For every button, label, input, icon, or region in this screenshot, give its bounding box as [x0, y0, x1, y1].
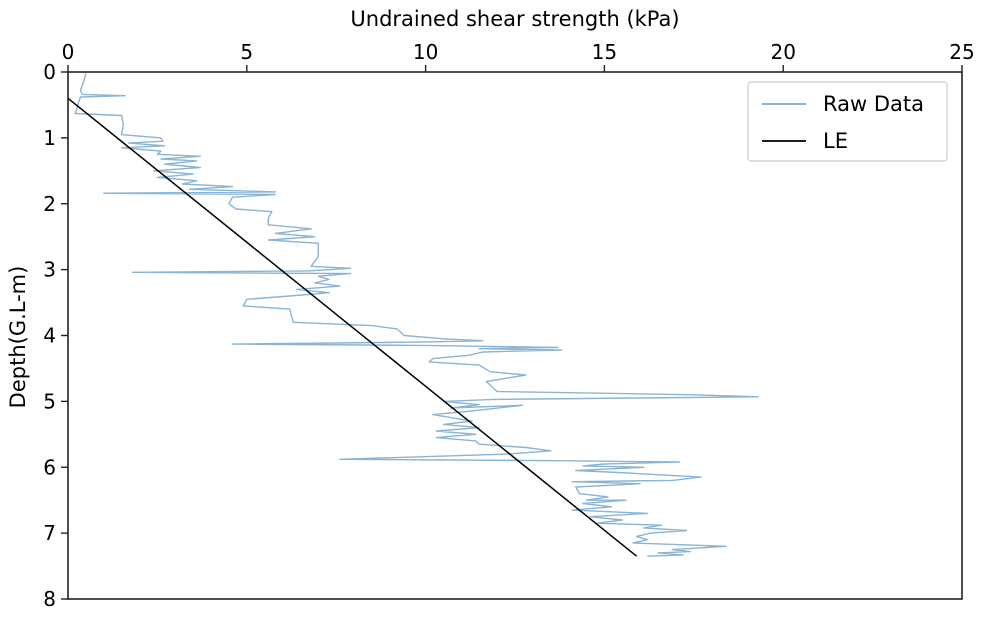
y-axis-title: Depth(G.L-m)	[6, 266, 30, 409]
x-tick-label-4: 20	[770, 40, 795, 64]
y-axis-ticks: 0 1 2 3 4 5 6 7 8	[43, 60, 68, 611]
y-tick-label-7: 7	[43, 521, 56, 545]
legend-label-le: LE	[823, 129, 848, 153]
plot-area	[67, 73, 759, 557]
series-line-le	[67, 97, 638, 557]
y-tick-label-6: 6	[43, 455, 56, 479]
y-tick-label-1: 1	[43, 126, 56, 150]
series-line-raw-data	[74, 73, 759, 557]
legend: Raw Data LE	[747, 81, 948, 162]
y-tick-label-4: 4	[43, 324, 56, 348]
x-tick-label-1: 5	[240, 40, 253, 64]
x-axis-ticks: 0 5 10 15 20 25	[62, 40, 975, 72]
y-tick-label-3: 3	[43, 258, 56, 282]
x-axis-title: Undrained shear strength (kPa)	[350, 7, 679, 31]
x-tick-label-5: 25	[949, 40, 974, 64]
y-tick-label-8: 8	[43, 587, 56, 611]
x-tick-label-0: 0	[62, 40, 75, 64]
x-tick-label-3: 15	[592, 40, 617, 64]
y-tick-label-5: 5	[43, 389, 56, 413]
plot-frame	[67, 71, 963, 600]
y-tick-label-2: 2	[43, 192, 56, 216]
legend-label-raw-data: Raw Data	[823, 92, 924, 116]
x-tick-label-2: 10	[413, 40, 438, 64]
y-tick-label-0: 0	[43, 60, 56, 84]
